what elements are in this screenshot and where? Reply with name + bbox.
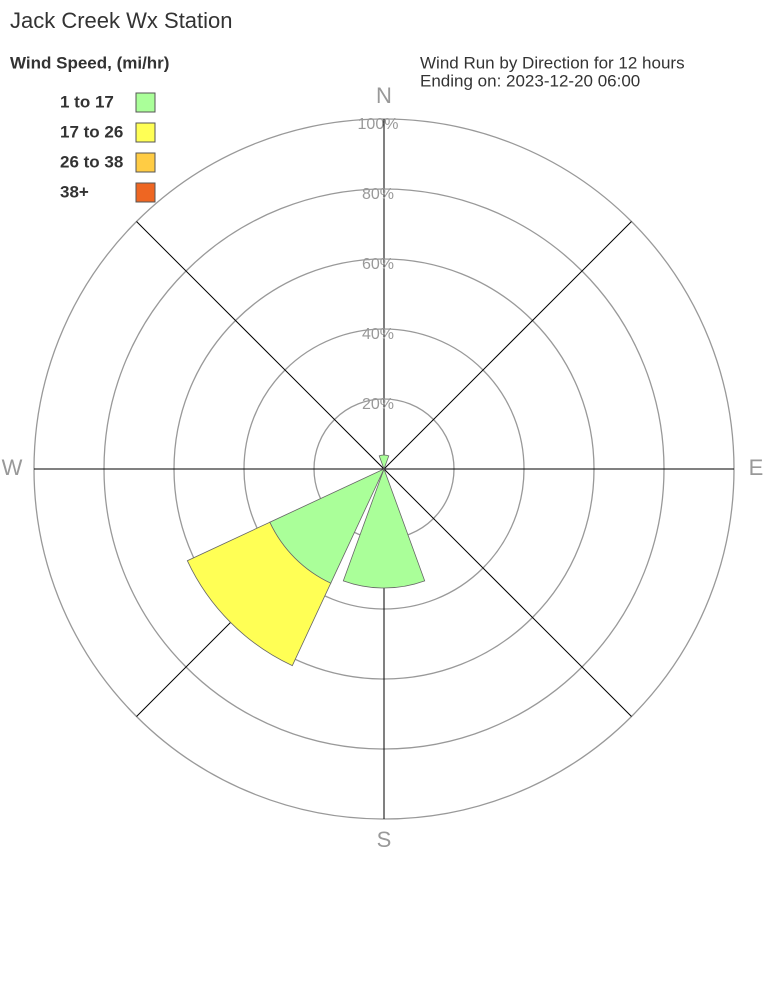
legend-label: 38+ <box>60 182 89 201</box>
spoke <box>136 221 385 470</box>
legend-title: Wind Speed, (mi/hr) <box>10 53 169 72</box>
legend-label: 1 to 17 <box>60 92 114 111</box>
ring-label: 40% <box>362 326 394 343</box>
subtitle: Wind Run by Direction for 12 hours <box>420 53 685 72</box>
legend-swatch <box>135 92 156 113</box>
direction-label: W <box>2 455 23 480</box>
subtitle: Ending on: 2023-12-20 06:00 <box>420 71 640 90</box>
ring-label: 60% <box>362 256 394 273</box>
ring-label: 80% <box>362 186 394 203</box>
legend-swatch <box>135 182 156 203</box>
legend-swatch <box>135 122 156 143</box>
direction-label: E <box>749 455 764 480</box>
ring-label: 20% <box>362 396 394 413</box>
chart-title: Jack Creek Wx Station <box>10 8 233 33</box>
legend-swatch <box>135 152 156 173</box>
petal <box>378 454 390 471</box>
legend-label: 26 to 38 <box>60 152 123 171</box>
petal <box>186 521 332 667</box>
ring-label: 100% <box>358 116 399 133</box>
direction-label: N <box>376 83 392 108</box>
spoke <box>383 221 632 470</box>
spoke <box>383 468 632 717</box>
petal <box>342 467 426 589</box>
legend-label: 17 to 26 <box>60 122 123 141</box>
direction-label: S <box>377 827 392 852</box>
